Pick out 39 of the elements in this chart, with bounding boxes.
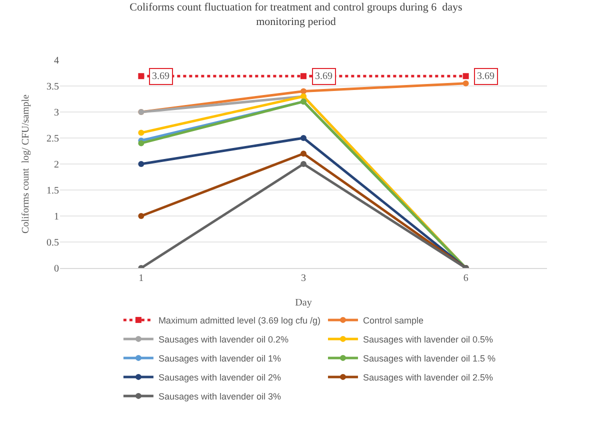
y-tick-label: 0.5 bbox=[46, 238, 59, 248]
data-label: 3.69 bbox=[315, 71, 332, 82]
y-tick-label: 4 bbox=[54, 56, 59, 66]
point bbox=[300, 88, 306, 94]
point bbox=[300, 150, 306, 157]
legend-label: Sausages with lavender oil 0.5% bbox=[362, 334, 494, 344]
point bbox=[138, 213, 144, 219]
legend-label: Sausages with lavender oil 3% bbox=[158, 391, 282, 402]
legend-label: Maximum admitted level (3.69 log cfu /g) bbox=[158, 315, 321, 326]
point bbox=[462, 80, 469, 86]
x-tick-label: 1 bbox=[138, 273, 144, 284]
point bbox=[138, 73, 144, 80]
y-tick-label: 3.5 bbox=[46, 82, 59, 92]
legend-label: Sausages with lavender oil 2% bbox=[158, 372, 282, 382]
y-tick-label: 0 bbox=[54, 264, 59, 274]
y-axis-title: Coliforms count log/ CFU/sample bbox=[20, 94, 32, 234]
point bbox=[462, 73, 469, 80]
legend-label: Sausages with lavender oil 0.2% bbox=[158, 334, 289, 344]
y-tick-label: 1.5 bbox=[46, 186, 59, 196]
point bbox=[138, 140, 144, 146]
x-tick-label: 6 bbox=[463, 273, 468, 284]
point bbox=[300, 135, 306, 141]
data-label: 3.69 bbox=[152, 71, 170, 82]
y-tick-label: 1 bbox=[54, 212, 59, 222]
point bbox=[300, 73, 306, 80]
y-tick-label: 3 bbox=[54, 108, 59, 118]
x-tick-label: 3 bbox=[301, 273, 306, 284]
chart-title: Coliforms count fluctuation for treatment and control groups during 6 days monitoring period bbox=[130, 2, 462, 28]
y-tick-label: 2 bbox=[54, 160, 59, 170]
legend-label: Sausages with lavender oil 1% bbox=[158, 353, 282, 364]
data-label: 3.69 bbox=[477, 71, 494, 82]
x-axis-title: Day bbox=[295, 298, 312, 308]
point bbox=[300, 161, 306, 167]
point bbox=[138, 161, 144, 167]
legend-label: Control sample bbox=[362, 315, 424, 326]
legend-label: Sausages with lavender oil 2.5% bbox=[362, 372, 494, 382]
y-tick-label: 2.5 bbox=[46, 134, 59, 144]
point bbox=[138, 130, 144, 136]
legend-label: Sausages with lavender oil 1.5 % bbox=[362, 353, 496, 364]
